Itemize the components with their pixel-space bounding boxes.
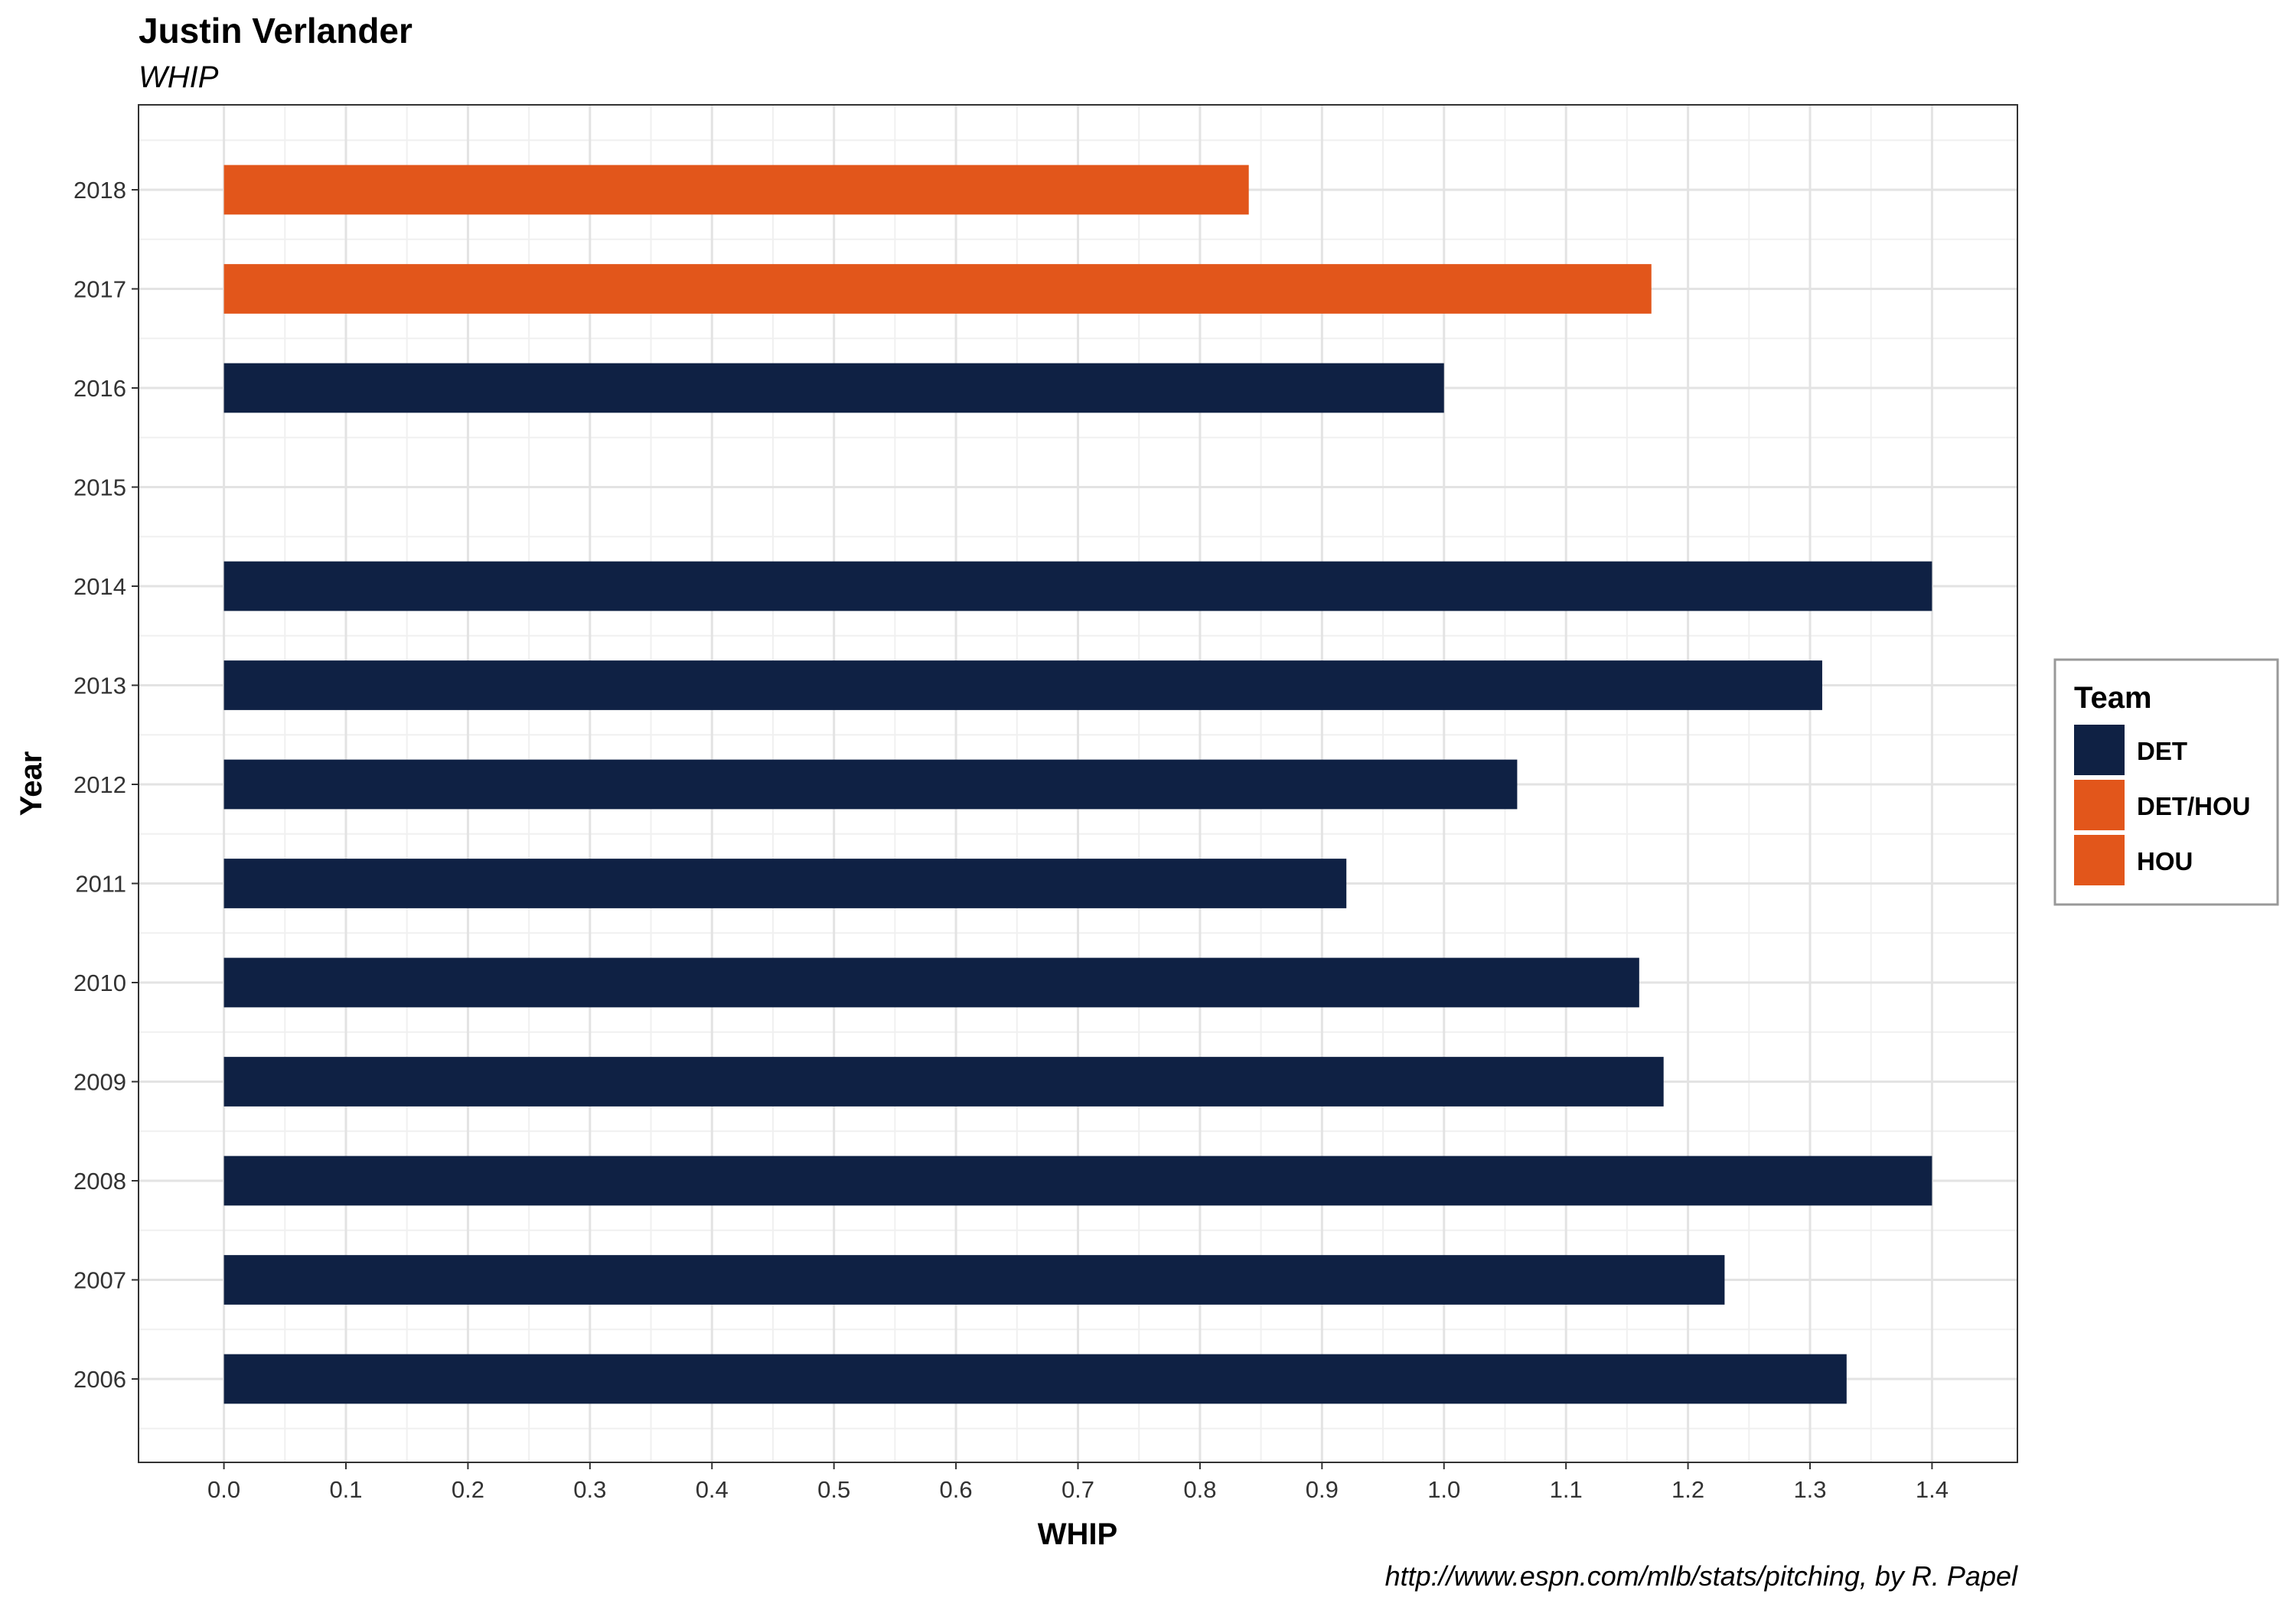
x-tick-label: 1.0 [1427, 1476, 1460, 1503]
x-tick-label: 0.0 [207, 1476, 240, 1503]
x-tick-label: 0.4 [696, 1476, 729, 1503]
chart-title: Justin Verlander [139, 11, 413, 51]
x-tick-label: 0.7 [1062, 1476, 1094, 1503]
bar-2016 [223, 363, 1444, 413]
bar-2011 [223, 859, 1347, 908]
bar-2007 [223, 1255, 1725, 1305]
bar-2009 [223, 1057, 1664, 1107]
bar-2010 [223, 957, 1639, 1008]
bar-2006 [223, 1354, 1847, 1404]
x-tick-label: 0.2 [452, 1476, 484, 1503]
x-tick-label: 0.3 [573, 1476, 606, 1503]
y-axis-title: Year [15, 751, 48, 817]
bar-2012 [223, 759, 1518, 810]
y-tick-labels: 2006 2007 2008 2009 2010 2011 2012 2013 2014 2015… [73, 177, 139, 1393]
y-tick-label: 2006 [73, 1366, 126, 1393]
legend-label: DET [2137, 737, 2187, 765]
legend-swatch-det [2074, 725, 2125, 775]
bar-2017 [223, 264, 1652, 314]
bar-2018 [223, 165, 1249, 215]
y-tick-label: 2008 [73, 1168, 126, 1195]
bar-2014 [223, 561, 1932, 611]
y-tick-label: 2015 [73, 474, 126, 501]
caption: http://www.espn.com/mlb/stats/pitching, … [1385, 1560, 2018, 1592]
bars [223, 165, 1932, 1404]
x-tick-label: 1.1 [1550, 1476, 1583, 1503]
legend-label: DET/HOU [2137, 792, 2251, 820]
legend: Team DET DET/HOU HOU [2053, 658, 2279, 906]
y-tick-label: 2011 [75, 871, 126, 898]
bar-2013 [223, 660, 1822, 710]
y-tick-label: 2012 [73, 771, 126, 798]
y-tick-label: 2007 [73, 1267, 126, 1294]
legend-swatch-hou [2074, 835, 2125, 885]
x-tick-label: 0.6 [940, 1476, 973, 1503]
y-tick-label: 2018 [73, 177, 126, 204]
x-tick-label: 1.4 [1916, 1476, 1949, 1503]
y-tick-label: 2010 [73, 970, 126, 996]
x-tick-label: 1.2 [1671, 1476, 1704, 1503]
y-tick-label: 2013 [73, 673, 126, 699]
chart-subtitle: WHIP [139, 60, 219, 94]
legend-title: Team [2074, 681, 2152, 715]
x-tick-labels: 0.0 0.1 0.2 0.3 0.4 0.5 0.6 0.7 0.8 0.9 1.0 1.1 1.2 1… [207, 1462, 1949, 1503]
x-tick-label: 1.3 [1793, 1476, 1826, 1503]
x-tick-label: 0.8 [1183, 1476, 1216, 1503]
legend-label: HOU [2137, 847, 2193, 875]
x-tick-label: 0.1 [329, 1476, 362, 1503]
x-tick-label: 0.9 [1306, 1476, 1339, 1503]
bar-2008 [223, 1156, 1932, 1206]
y-tick-label: 2016 [73, 375, 126, 402]
legend-swatch-det-hou [2074, 780, 2125, 830]
y-tick-label: 2009 [73, 1069, 126, 1096]
y-tick-label: 2014 [73, 573, 126, 600]
y-tick-label: 2017 [73, 276, 126, 303]
x-axis-title: WHIP [1038, 1517, 1117, 1551]
x-tick-label: 0.5 [817, 1476, 850, 1503]
